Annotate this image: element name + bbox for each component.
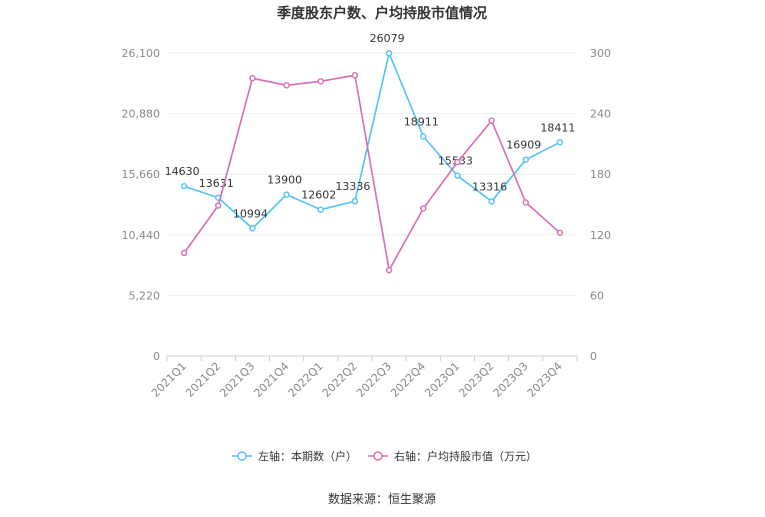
right-tick-label: 120	[590, 229, 611, 242]
x-tick-label: 2023Q2	[456, 360, 496, 400]
data-label: 13631	[199, 177, 234, 190]
data-label: 18911	[404, 115, 439, 128]
left-tick-label: 0	[153, 350, 160, 363]
chart-title: 季度股东户数、户均持股市值情况	[276, 5, 487, 22]
data-label: 26079	[370, 32, 405, 45]
left-tick-label: 15,660	[122, 168, 161, 181]
data-label: 13336	[335, 180, 370, 193]
data-label: 12602	[301, 189, 336, 202]
series-1-point	[556, 139, 564, 146]
series-2-point	[317, 78, 324, 85]
x-tick-label: 2023Q1	[422, 360, 462, 400]
x-tick-label: 2021Q3	[217, 360, 257, 400]
x-tick-label: 2021Q1	[149, 360, 189, 400]
data-label: 13316	[472, 180, 507, 193]
right-axis-ticks: 0 60 120 180 240 300	[590, 47, 611, 363]
right-tick-label: 60	[590, 289, 604, 302]
x-tick-label: 2022Q1	[286, 360, 326, 400]
right-tick-label: 180	[590, 168, 611, 181]
legend-item-2[interactable]: 右轴：户均持股市值（万元）	[368, 449, 537, 463]
legend[interactable]: 左轴：本期数（户） 右轴：户均持股市值（万元）	[232, 449, 537, 463]
grid-lines	[167, 52, 577, 357]
series-2-point	[385, 266, 393, 274]
x-tick-label: 2022Q4	[388, 360, 428, 400]
series-1-point	[317, 206, 324, 213]
series-1-point	[454, 172, 461, 179]
x-tick-label: 2022Q2	[320, 360, 360, 400]
data-label: 18411	[540, 121, 575, 134]
data-label: 13900	[267, 174, 302, 187]
x-axis-ticks: 2021Q12021Q22021Q32021Q42022Q12022Q22022…	[149, 356, 578, 400]
data-label: 10994	[233, 207, 268, 220]
series-2-point	[215, 202, 222, 209]
data-label: 14630	[165, 165, 200, 178]
series-2-point	[556, 229, 564, 236]
right-tick-label: 0	[590, 350, 597, 363]
series-2-point	[180, 249, 188, 257]
left-tick-label: 26,100	[122, 47, 161, 60]
series-1-point	[351, 197, 359, 205]
series-line-1	[183, 50, 561, 230]
x-tick-label: 2023Q3	[491, 360, 531, 400]
left-tick-label: 10,440	[122, 229, 161, 242]
legend-item-1[interactable]: 左轴：本期数（户）	[232, 449, 357, 463]
source-note: 数据来源：恒生聚源	[328, 491, 436, 506]
legend-marker	[237, 451, 247, 461]
right-tick-label: 300	[590, 47, 611, 60]
x-tick-label: 2023Q4	[525, 360, 565, 400]
x-tick-label: 2022Q3	[354, 360, 394, 400]
x-tick-label: 2021Q4	[251, 360, 291, 400]
series-2-point	[283, 82, 290, 89]
left-tick-label: 20,880	[122, 108, 161, 121]
series-2-point	[420, 205, 427, 212]
series-line-2	[183, 74, 561, 273]
series-2-point	[454, 158, 461, 166]
series-1-point	[283, 191, 290, 198]
series-1-point	[488, 198, 495, 205]
series-1-point	[420, 133, 427, 140]
series-2-point	[249, 75, 256, 82]
x-tick-label: 2021Q2	[183, 360, 223, 400]
series-2-point	[488, 117, 495, 124]
series-2-point	[522, 199, 529, 206]
left-tick-label: 5,220	[129, 289, 161, 302]
legend-label: 右轴：户均持股市值（万元）	[394, 449, 537, 463]
left-axis-ticks: 0 5,220 10,440 15,660 20,880 26,100	[122, 47, 161, 363]
data-label: 16909	[506, 139, 541, 152]
series-2-point	[351, 72, 359, 79]
series-1-point	[180, 182, 188, 190]
right-tick-label: 240	[590, 108, 611, 121]
series-1-point	[522, 156, 529, 163]
legend-marker	[373, 451, 383, 461]
series-1-point	[385, 50, 393, 57]
series-1-point	[249, 225, 256, 232]
legend-label: 左轴：本期数（户）	[258, 449, 357, 463]
